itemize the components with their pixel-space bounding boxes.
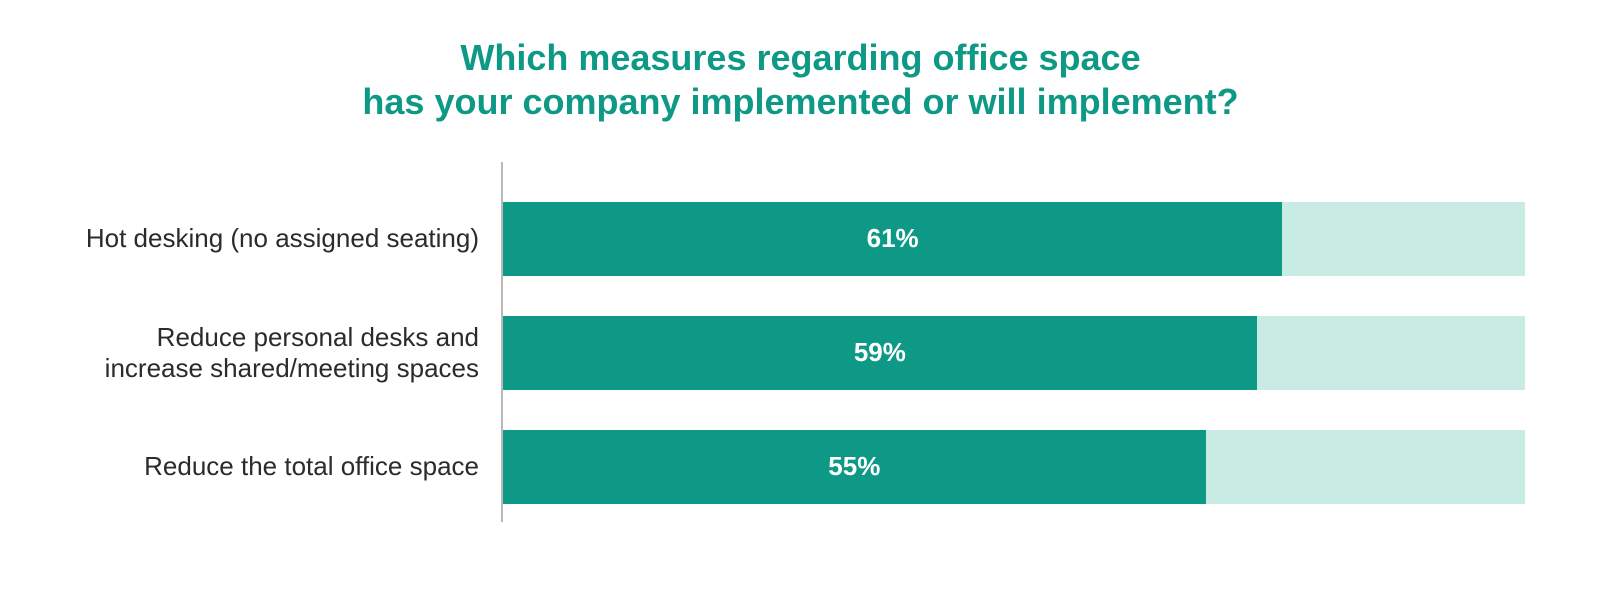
bar-track: 61% [503, 202, 1525, 276]
bar-row: Reduce personal desks and increase share… [76, 316, 1525, 390]
bar-value: 55% [828, 451, 880, 482]
bar-fill: 59% [503, 316, 1257, 390]
bar-label: Hot desking (no assigned seating) [76, 223, 501, 254]
chart-canvas: Which measures regarding office space ha… [0, 0, 1601, 614]
axis-tail [76, 504, 1525, 522]
bar-chart: Hot desking (no assigned seating) 61% Re… [0, 162, 1601, 522]
bar-value: 59% [854, 337, 906, 368]
title-line-1: Which measures regarding office space [0, 36, 1601, 80]
chart-title: Which measures regarding office space ha… [0, 36, 1601, 124]
bar-label: Reduce the total office space [76, 451, 501, 482]
title-line-2: has your company implemented or will imp… [0, 80, 1601, 124]
bar-value: 61% [867, 223, 919, 254]
axis-lead [76, 162, 1525, 202]
bar-track: 55% [503, 430, 1525, 504]
bar-fill: 55% [503, 430, 1206, 504]
bar-row: Hot desking (no assigned seating) 61% [76, 202, 1525, 276]
bar-fill: 61% [503, 202, 1282, 276]
bar-row: Reduce the total office space 55% [76, 430, 1525, 504]
bar-label: Reduce personal desks and increase share… [76, 322, 501, 383]
bar-track: 59% [503, 316, 1525, 390]
